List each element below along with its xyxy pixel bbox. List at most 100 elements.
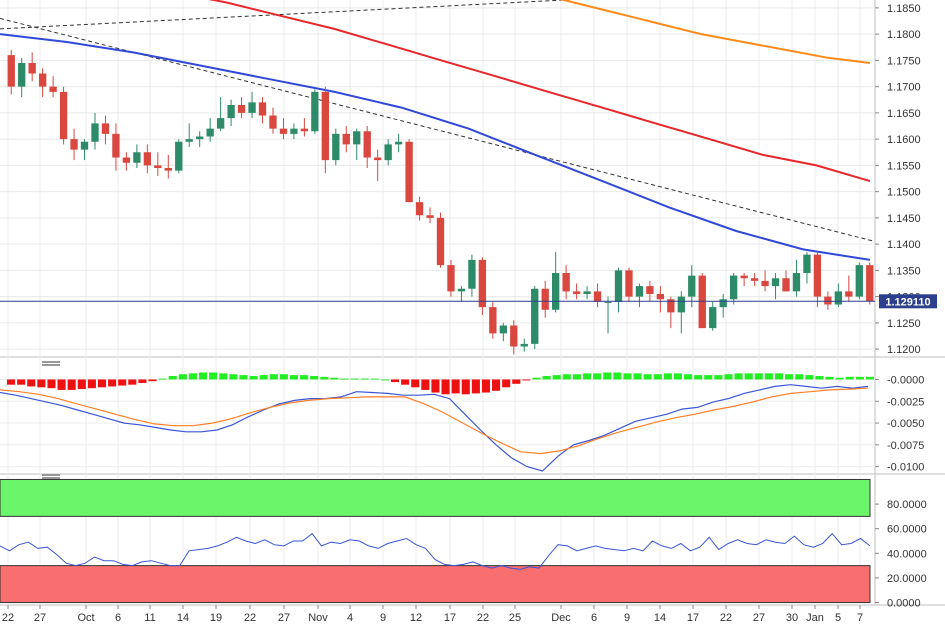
price-tick-label: 1.1650 [887, 108, 921, 120]
candle-body [572, 291, 581, 294]
candle-body [269, 115, 277, 129]
candle-body [175, 141, 183, 171]
macd-histogram-bar [471, 379, 480, 394]
candle-body [426, 215, 434, 218]
candle-body [834, 291, 843, 305]
candle-body [531, 288, 539, 344]
macd-histogram-bar [704, 375, 713, 380]
panel-resize-handle [42, 474, 60, 476]
candle-body [405, 141, 413, 203]
macd-histogram-bar [562, 374, 571, 380]
macd-histogram-bar [825, 376, 834, 380]
x-tick-label: 11 [144, 612, 155, 624]
candle-body [761, 280, 769, 287]
macd-histogram-bar [7, 379, 16, 385]
candle-body [237, 105, 246, 113]
candle-body [447, 265, 455, 292]
macd-histogram-bar [522, 379, 531, 381]
candle-body [300, 128, 309, 132]
macd-histogram-bar [168, 375, 177, 380]
price-tick-label: 1.1700 [887, 82, 921, 94]
candle-body [122, 157, 131, 163]
candle-body [625, 270, 633, 297]
candle-body [677, 296, 685, 313]
moving-average-line [208, 0, 871, 183]
macd-histogram-bar [633, 373, 642, 380]
candle-body [59, 91, 68, 140]
macd-histogram-bar [461, 379, 470, 395]
x-tick-label: 25 [509, 612, 521, 624]
macd-histogram-bar [411, 379, 420, 388]
x-tick-label: 14 [177, 612, 189, 624]
candle-body [541, 288, 549, 310]
x-tick-label: 22 [2, 612, 14, 624]
macd-tick-label: -0.0075 [887, 440, 924, 452]
candle-body [18, 63, 26, 87]
candle-body [750, 278, 759, 281]
candle-body [782, 278, 790, 292]
macd-histogram-bar [118, 379, 127, 386]
macd-histogram-bar [209, 372, 218, 380]
candle-body [457, 288, 466, 292]
x-tick-label: 9 [624, 612, 630, 624]
candle-body [771, 278, 780, 287]
candle-body [845, 291, 853, 297]
candle-body [698, 275, 706, 329]
candle-body [311, 91, 319, 132]
macd-histogram-bar [603, 372, 612, 380]
last-price-label: 1.129110 [885, 296, 930, 308]
price-tick-label: 1.1250 [887, 318, 921, 330]
x-tick-label: 30 [786, 612, 798, 624]
candle-body [374, 157, 382, 161]
price-tick-label: 1.1550 [887, 160, 921, 172]
macd-histogram-bar [512, 379, 521, 384]
candle-body [143, 152, 152, 166]
macd-histogram-bar [572, 374, 581, 380]
macd-histogram-bar [87, 379, 96, 389]
macd-histogram-bar [421, 379, 430, 390]
price-tick-label: 1.1800 [887, 29, 921, 41]
price-tick-label: 1.1600 [887, 134, 921, 146]
candle-body [80, 141, 89, 150]
macd-histogram-bar [249, 375, 258, 380]
candle-body [384, 144, 392, 161]
macd-histogram-bar [613, 372, 622, 380]
rsi-tick-label: 80.0000 [887, 499, 927, 511]
macd-histogram-bar [269, 374, 278, 380]
macd-histogram-bar [289, 375, 299, 380]
candle-body [866, 265, 874, 302]
macd-histogram-bar [684, 374, 693, 380]
x-tick-label: 22 [720, 612, 732, 624]
candle-body [436, 217, 445, 266]
candle-body [101, 123, 110, 134]
price-tick-label: 1.1350 [887, 265, 921, 277]
macd-histogram-bar [481, 379, 491, 393]
macd-histogram-bar [845, 376, 854, 380]
candle-body [709, 307, 717, 329]
x-tick-label: Dec [551, 612, 571, 624]
candle-body [667, 299, 675, 313]
candle-body [740, 275, 748, 279]
overbought-zone [0, 478, 871, 517]
macd-histogram-bar [542, 375, 551, 380]
macd-histogram-bar [380, 379, 389, 381]
x-tick-label: 9 [380, 612, 386, 624]
x-tick-label: Jan [806, 612, 824, 624]
x-tick-label: 17 [687, 612, 699, 624]
candle-body [499, 325, 507, 334]
candle-body [824, 296, 832, 305]
price-tick-label: 1.1850 [887, 3, 921, 15]
macd-histogram-bar [754, 373, 763, 380]
candle-body [185, 139, 193, 142]
macd-panel [0, 372, 874, 472]
candle-body [510, 325, 518, 347]
oversold-zone [0, 565, 871, 604]
candle-body [206, 128, 214, 137]
macd-histogram-bar [805, 375, 814, 380]
macd-histogram-bar [855, 376, 864, 380]
candle-body [604, 301, 612, 303]
macd-line [0, 384, 869, 472]
macd-histogram-bar [310, 375, 319, 380]
candle-body [394, 141, 403, 145]
candle-body [164, 168, 172, 171]
